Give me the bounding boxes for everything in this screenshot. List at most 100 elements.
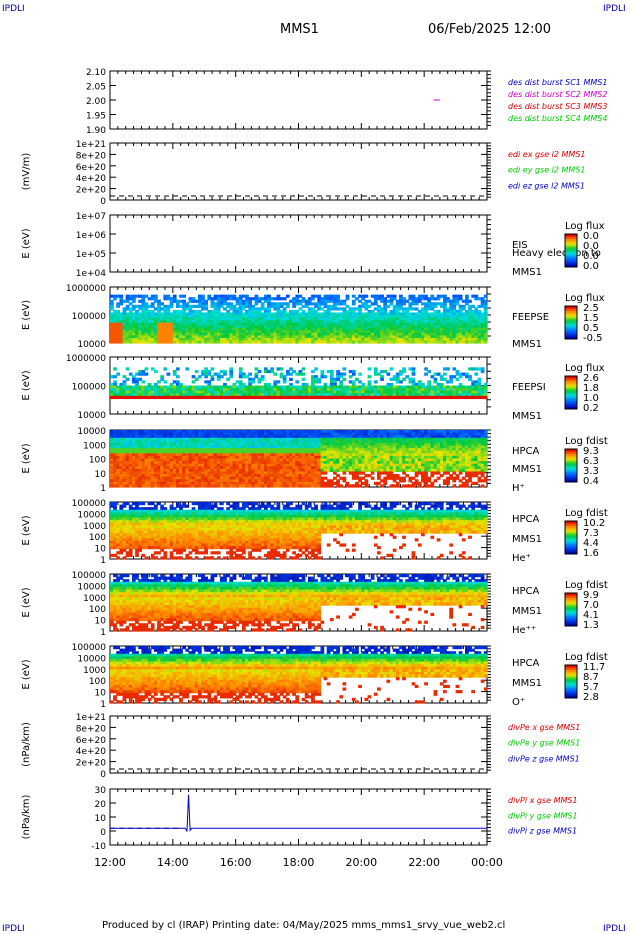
colorbar-frame bbox=[564, 305, 578, 340]
spectrogram-cell bbox=[257, 312, 262, 316]
spectrogram-cell bbox=[232, 322, 237, 326]
spectrogram-cell bbox=[185, 322, 190, 326]
spectrogram-cell bbox=[254, 337, 259, 342]
spectrogram-cell bbox=[197, 304, 202, 308]
spectrogram-cell bbox=[125, 377, 130, 381]
spectrogram-cell bbox=[216, 315, 221, 319]
spectrogram-cell bbox=[197, 332, 202, 336]
spectrogram-cell bbox=[355, 337, 359, 342]
spectrogram-cell bbox=[311, 327, 315, 331]
spectrogram-cell bbox=[307, 299, 312, 303]
spectrogram-cell bbox=[260, 340, 265, 344]
spectrogram-cell bbox=[273, 315, 278, 319]
spectrogram-cell bbox=[301, 322, 306, 326]
spectrogram-cell bbox=[138, 340, 143, 344]
colorbar-cell bbox=[565, 306, 577, 309]
spectrogram-cell bbox=[235, 312, 240, 316]
spectrogram-cell bbox=[386, 337, 391, 342]
spectrogram-cell bbox=[386, 320, 391, 324]
spectrogram-cell bbox=[342, 317, 347, 321]
spectrogram-cell bbox=[282, 315, 287, 319]
spectrogram-cell bbox=[144, 322, 149, 326]
spectrogram-cell bbox=[295, 340, 300, 344]
spectrogram-cell bbox=[169, 320, 174, 324]
colorbar-cell bbox=[565, 255, 577, 258]
spectrogram-cell bbox=[245, 337, 249, 342]
spectrogram-cell bbox=[414, 315, 419, 319]
spectrogram-cell bbox=[179, 322, 183, 326]
spectrogram-cell bbox=[411, 307, 416, 311]
spectrogram-cell bbox=[314, 335, 318, 339]
spectrogram-cell bbox=[131, 330, 136, 334]
spectrogram-cell bbox=[119, 340, 124, 344]
spectrogram-cell bbox=[150, 320, 155, 324]
spectrogram-cell bbox=[194, 317, 199, 321]
spectrogram-cell bbox=[110, 312, 114, 316]
spectrogram-cell bbox=[304, 330, 309, 334]
spectrogram-cell bbox=[364, 299, 369, 303]
spectrogram-cell bbox=[241, 325, 246, 329]
spectrogram-cell bbox=[144, 320, 149, 324]
spectrogram-cell bbox=[320, 320, 325, 324]
spectrogram-cell bbox=[144, 327, 149, 331]
spectrogram-cell bbox=[361, 322, 366, 326]
spectrogram-cell bbox=[342, 302, 347, 306]
spectrogram-cell bbox=[245, 317, 249, 321]
spectrogram-cell bbox=[282, 330, 287, 334]
spectrogram-cell bbox=[245, 294, 249, 298]
y-tick-label: 1000 bbox=[83, 441, 106, 451]
spectrogram-cell bbox=[355, 322, 359, 326]
spectrogram-cell bbox=[188, 332, 193, 336]
spectrogram-cell bbox=[307, 320, 312, 324]
spectrogram-cell bbox=[169, 330, 174, 334]
spectrogram-cell bbox=[399, 304, 403, 308]
spectrogram-cell bbox=[295, 315, 300, 319]
spectrogram-cell bbox=[301, 304, 306, 308]
spectrogram-cell bbox=[273, 307, 278, 311]
spectrogram-cell bbox=[219, 322, 224, 326]
spectrogram-cell bbox=[163, 325, 168, 329]
spectrogram-cell bbox=[301, 312, 306, 316]
spectrogram-cell bbox=[386, 299, 391, 303]
spectrogram-cell bbox=[254, 325, 259, 329]
spectrogram-cell bbox=[345, 322, 350, 326]
spectrogram-cell bbox=[141, 337, 146, 342]
spectrogram-cell bbox=[260, 322, 265, 326]
spectrogram-cell bbox=[147, 304, 152, 308]
spectrogram-cell bbox=[191, 317, 196, 321]
spectrogram-cell bbox=[163, 317, 168, 321]
spectrogram-cell bbox=[263, 317, 268, 321]
spectrogram-cell bbox=[166, 309, 171, 314]
spectrogram-cell bbox=[182, 322, 186, 326]
spectrogram-cell bbox=[207, 294, 212, 298]
spectrogram-cell bbox=[377, 340, 381, 344]
spectrogram-cell bbox=[116, 302, 121, 306]
spectrogram-cell bbox=[194, 340, 199, 344]
spectrogram-cell bbox=[279, 325, 284, 329]
spectrogram-cell bbox=[380, 327, 384, 331]
spectrogram-cell bbox=[301, 372, 306, 376]
spectrogram-cell bbox=[207, 322, 212, 326]
spectrogram-cell bbox=[336, 330, 340, 334]
spectrogram-cell bbox=[320, 297, 325, 301]
spectrogram-cell bbox=[188, 315, 193, 319]
spectrogram-cell bbox=[219, 312, 224, 316]
spectrogram-cell bbox=[314, 367, 318, 371]
spectrogram-cell bbox=[216, 330, 221, 334]
spectrogram-cell bbox=[383, 332, 388, 336]
spectrogram-cell bbox=[276, 335, 281, 339]
spectrogram-cell bbox=[329, 299, 334, 303]
spectrogram-cell bbox=[116, 294, 121, 298]
spectrogram-cell bbox=[245, 322, 249, 326]
spectrogram-cell bbox=[248, 322, 252, 326]
spectrogram-cell bbox=[364, 294, 369, 298]
spectrogram-cell bbox=[383, 302, 388, 306]
spectrogram-cell bbox=[279, 297, 284, 301]
colorbar-cell bbox=[565, 250, 577, 253]
spectrogram-cell bbox=[323, 320, 328, 324]
y-tick-label: 1.90 bbox=[86, 126, 106, 136]
spectrogram-cell bbox=[135, 340, 139, 344]
spectrogram-cell bbox=[417, 325, 422, 329]
spectrogram-cell bbox=[160, 325, 165, 329]
